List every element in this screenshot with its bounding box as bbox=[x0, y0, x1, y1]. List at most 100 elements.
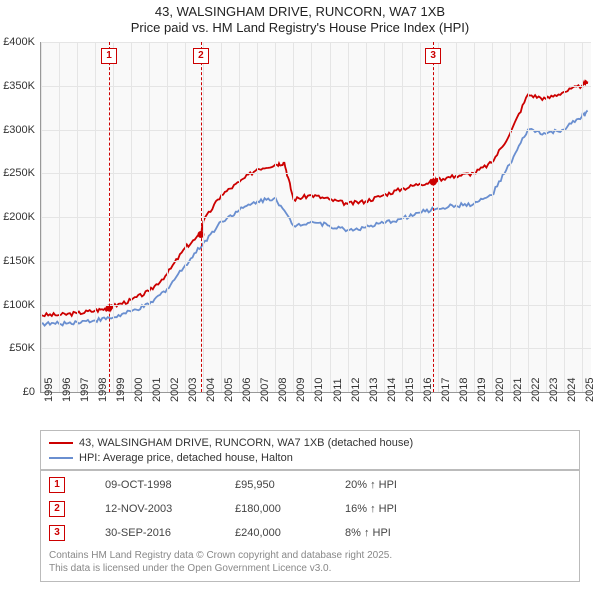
ytick-label: £250K bbox=[3, 167, 35, 179]
marker-box: 3 bbox=[425, 48, 441, 64]
legend-swatch bbox=[49, 457, 73, 459]
event-date: 12-NOV-2003 bbox=[105, 503, 195, 515]
legend-item: 43, WALSINGHAM DRIVE, RUNCORN, WA7 1XB (… bbox=[49, 435, 571, 450]
xtick-label: 2014 bbox=[386, 378, 398, 402]
gridline-h bbox=[41, 42, 591, 43]
event-price: £240,000 bbox=[235, 527, 305, 539]
xtick-label: 2000 bbox=[133, 378, 145, 402]
gridline-h bbox=[41, 348, 591, 349]
ytick-label: £0 bbox=[23, 386, 35, 398]
xtick-label: 2008 bbox=[277, 378, 289, 402]
legend-label: 43, WALSINGHAM DRIVE, RUNCORN, WA7 1XB (… bbox=[79, 437, 413, 449]
gridline-v bbox=[77, 42, 78, 392]
xtick-label: 2020 bbox=[494, 378, 506, 402]
gridline-h bbox=[41, 217, 591, 218]
event-row: 3 30-SEP-2016 £240,000 8% ↑ HPI bbox=[49, 525, 571, 541]
gridline-h bbox=[41, 130, 591, 131]
event-row: 2 12-NOV-2003 £180,000 16% ↑ HPI bbox=[49, 501, 571, 517]
events-box: 1 09-OCT-1998 £95,950 20% ↑ HPI 2 12-NOV… bbox=[40, 470, 580, 582]
gridline-v bbox=[293, 42, 294, 392]
marker-line bbox=[201, 42, 202, 392]
xtick-label: 2002 bbox=[169, 378, 181, 402]
xtick-label: 2015 bbox=[404, 378, 416, 402]
ytick-label: £50K bbox=[9, 342, 35, 354]
xtick-label: 2025 bbox=[584, 378, 596, 402]
event-row: 1 09-OCT-1998 £95,950 20% ↑ HPI bbox=[49, 477, 571, 493]
ytick-label: £400K bbox=[3, 36, 35, 48]
xtick-label: 2007 bbox=[259, 378, 271, 402]
xtick-label: 2016 bbox=[422, 378, 434, 402]
gridline-v bbox=[492, 42, 493, 392]
event-marker: 1 bbox=[49, 477, 65, 493]
chart-area: 123 £0£50K£100K£150K£200K£250K£300K£350K… bbox=[40, 42, 590, 392]
gridline-v bbox=[41, 42, 42, 392]
attribution-line2: This data is licensed under the Open Gov… bbox=[49, 563, 331, 574]
series-line bbox=[41, 81, 587, 316]
event-hpi: 16% ↑ HPI bbox=[345, 503, 397, 515]
gridline-v bbox=[384, 42, 385, 392]
gridline-h bbox=[41, 261, 591, 262]
gridline-v bbox=[113, 42, 114, 392]
legend-item: HPI: Average price, detached house, Halt… bbox=[49, 450, 571, 465]
gridline-v bbox=[239, 42, 240, 392]
gridline-v bbox=[59, 42, 60, 392]
event-price: £180,000 bbox=[235, 503, 305, 515]
marker-box: 2 bbox=[193, 48, 209, 64]
legend-box: 43, WALSINGHAM DRIVE, RUNCORN, WA7 1XB (… bbox=[40, 430, 580, 470]
event-price: £95,950 bbox=[235, 479, 305, 491]
ytick-label: £350K bbox=[3, 80, 35, 92]
gridline-v bbox=[131, 42, 132, 392]
gridline-v bbox=[275, 42, 276, 392]
xtick-label: 2019 bbox=[476, 378, 488, 402]
gridline-v bbox=[348, 42, 349, 392]
ytick-label: £100K bbox=[3, 299, 35, 311]
xtick-label: 2013 bbox=[368, 378, 380, 402]
title-line1: 43, WALSINGHAM DRIVE, RUNCORN, WA7 1XB bbox=[0, 4, 600, 19]
gridline-v bbox=[149, 42, 150, 392]
ytick-label: £300K bbox=[3, 124, 35, 136]
legend-swatch bbox=[49, 442, 73, 444]
gridline-v bbox=[330, 42, 331, 392]
gridline-v bbox=[203, 42, 204, 392]
gridline-v bbox=[402, 42, 403, 392]
attribution-line1: Contains HM Land Registry data © Crown c… bbox=[49, 550, 392, 561]
marker-box: 1 bbox=[101, 48, 117, 64]
xtick-label: 1999 bbox=[115, 378, 127, 402]
xtick-label: 1996 bbox=[61, 378, 73, 402]
xtick-label: 2010 bbox=[313, 378, 325, 402]
gridline-v bbox=[528, 42, 529, 392]
gridline-h bbox=[41, 173, 591, 174]
xtick-label: 2006 bbox=[241, 378, 253, 402]
legend-label: HPI: Average price, detached house, Halt… bbox=[79, 452, 293, 464]
gridline-v bbox=[366, 42, 367, 392]
event-date: 30-SEP-2016 bbox=[105, 527, 195, 539]
gridline-v bbox=[167, 42, 168, 392]
gridline-v bbox=[257, 42, 258, 392]
gridline-v bbox=[510, 42, 511, 392]
title-line2: Price paid vs. HM Land Registry's House … bbox=[0, 20, 600, 35]
ytick-label: £200K bbox=[3, 211, 35, 223]
xtick-label: 2024 bbox=[566, 378, 578, 402]
xtick-label: 2009 bbox=[295, 378, 307, 402]
gridline-h bbox=[41, 86, 591, 87]
xtick-label: 2004 bbox=[205, 378, 217, 402]
gridline-v bbox=[456, 42, 457, 392]
event-hpi: 8% ↑ HPI bbox=[345, 527, 391, 539]
attribution: Contains HM Land Registry data © Crown c… bbox=[49, 549, 571, 575]
xtick-label: 2011 bbox=[332, 378, 344, 402]
xtick-label: 2018 bbox=[458, 378, 470, 402]
marker-line bbox=[109, 42, 110, 392]
gridline-v bbox=[311, 42, 312, 392]
gridline-v bbox=[420, 42, 421, 392]
xtick-label: 1998 bbox=[97, 378, 109, 402]
event-hpi: 20% ↑ HPI bbox=[345, 479, 397, 491]
gridline-v bbox=[582, 42, 583, 392]
gridline-v bbox=[438, 42, 439, 392]
gridline-h bbox=[41, 305, 591, 306]
gridline-v bbox=[546, 42, 547, 392]
xtick-label: 2012 bbox=[350, 378, 362, 402]
gridline-v bbox=[95, 42, 96, 392]
xtick-label: 1995 bbox=[43, 378, 55, 402]
xtick-label: 2001 bbox=[151, 378, 163, 402]
xtick-label: 2005 bbox=[223, 378, 235, 402]
